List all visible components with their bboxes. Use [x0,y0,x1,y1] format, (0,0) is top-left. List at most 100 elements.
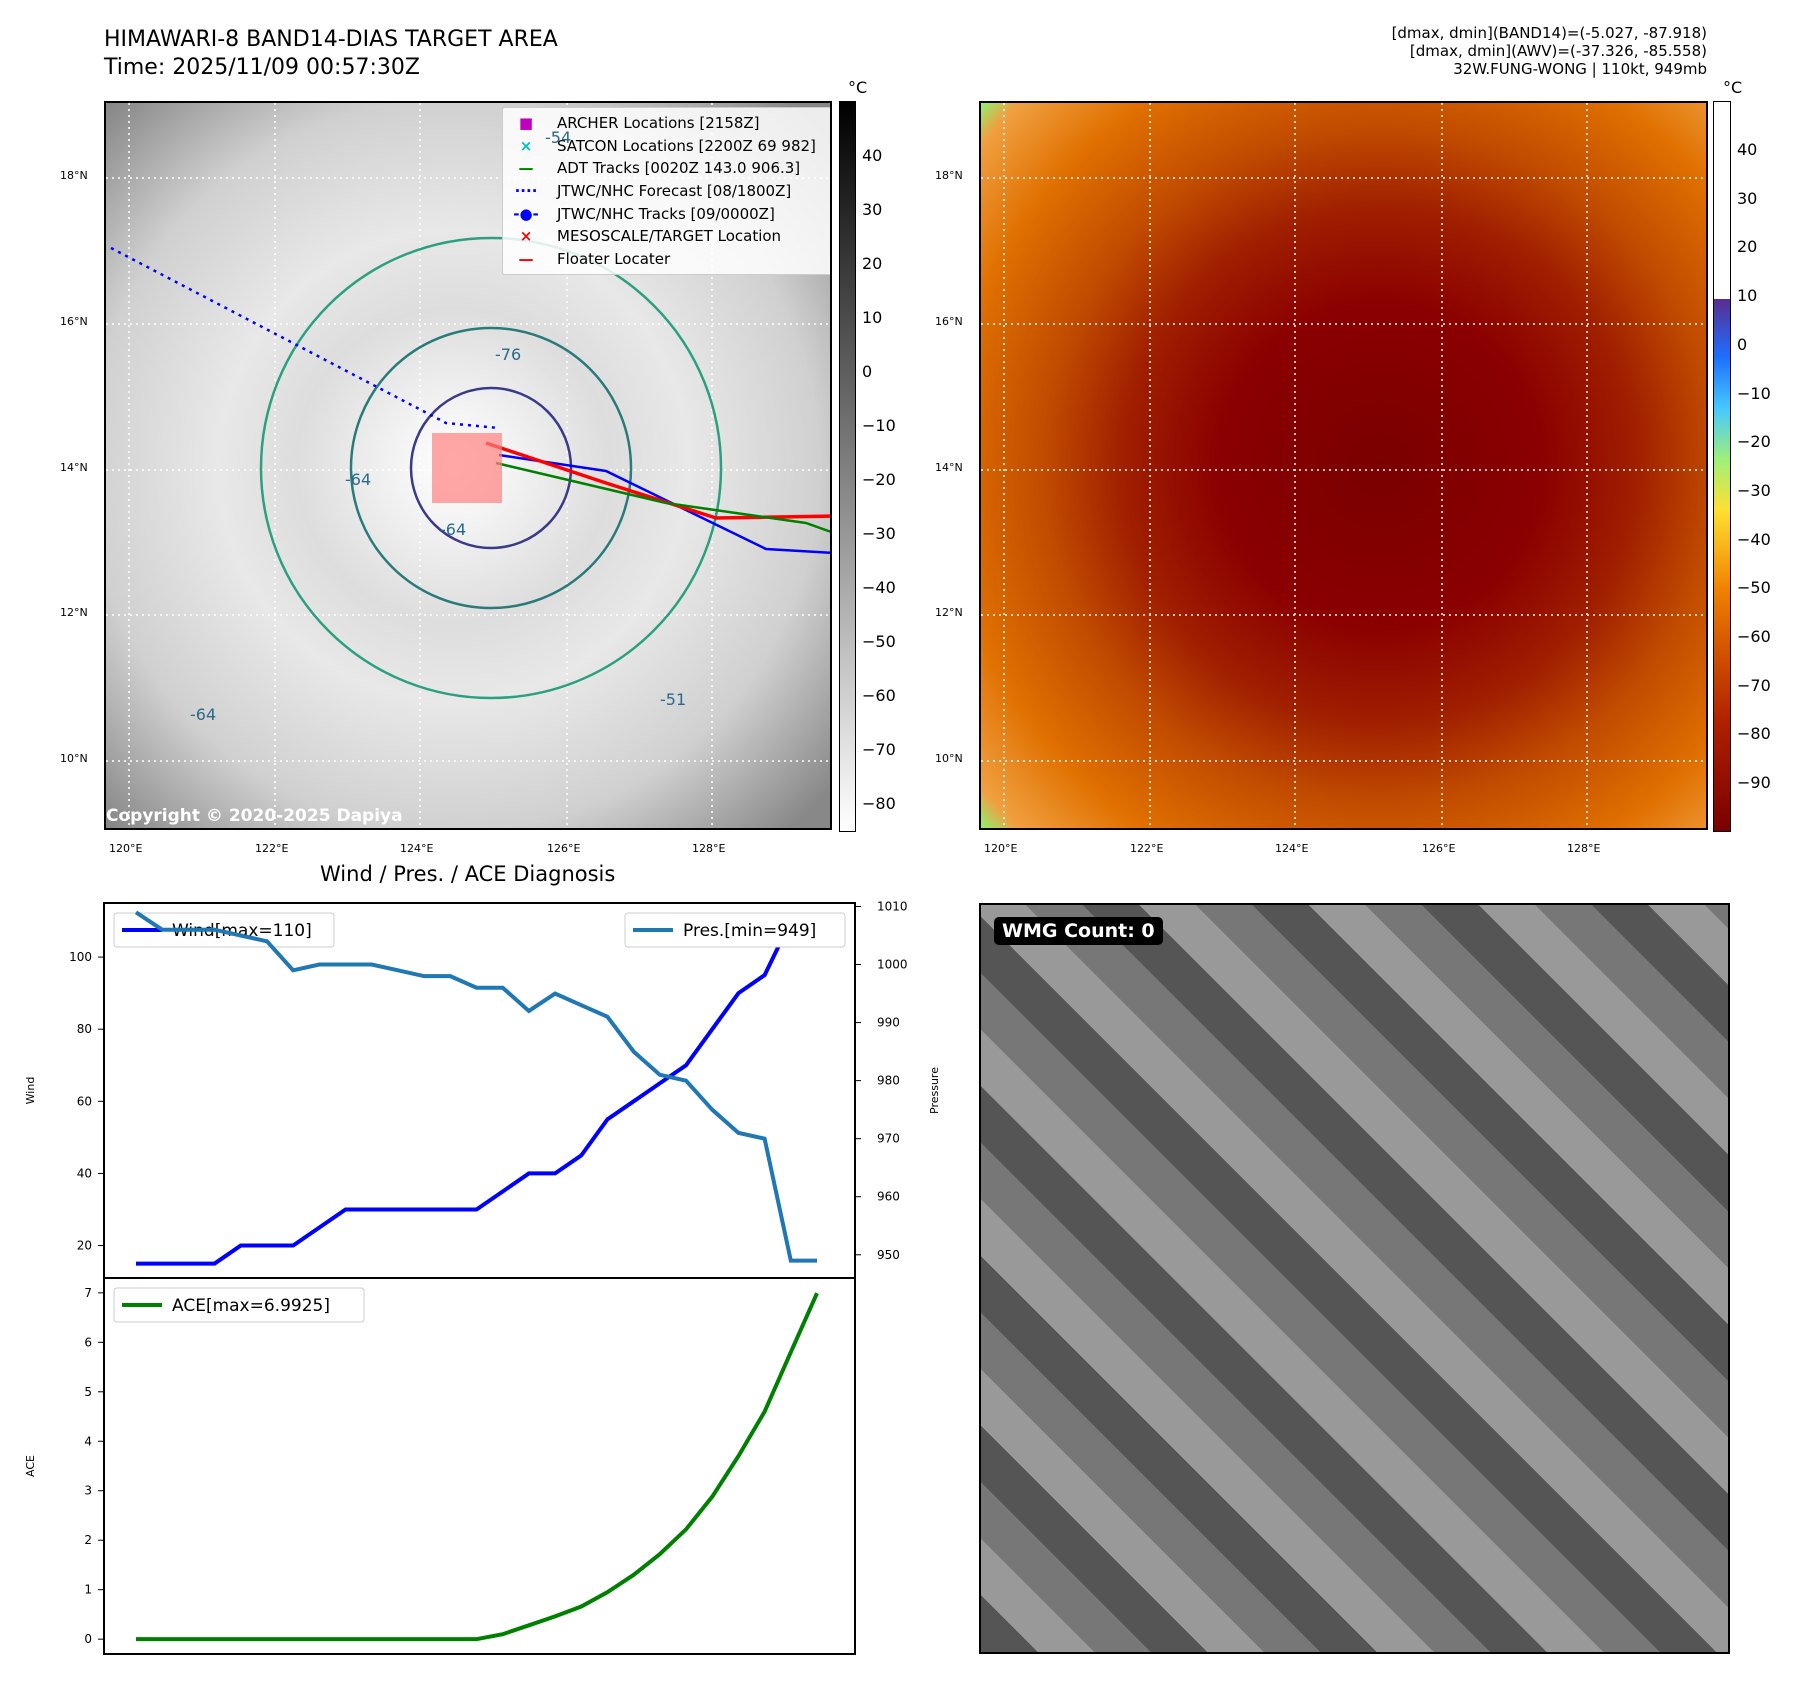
y-tick-label: 100 [69,950,92,964]
legend-label: ARCHER Locations [2158Z] [557,114,760,133]
legend-item: × MESOSCALE/TARGET Location [509,225,830,248]
colorbar-tick: 0 [862,362,873,381]
legend-label: Wind[max=110] [172,921,312,941]
lon-label: 120°E [984,842,1018,855]
storm-name-intensity: 32W.FUNG-WONG | 110kt, 949mb [1453,60,1707,78]
legend-item: ■ ARCHER Locations [2158Z] [509,112,830,135]
colorbar-tick: −90 [1737,773,1771,793]
lon-label: 124°E [400,842,434,855]
wmg-panel [979,903,1730,1654]
series-line-0 [136,1292,819,1642]
contour-label: -64 [440,520,467,539]
colorbar-unit: °C [1723,78,1743,97]
map-overlay [981,103,1706,828]
map-overlay [106,103,830,828]
colorbar-tick: −30 [862,524,896,543]
legend-marker-icon: -●- [513,204,539,223]
y-tick-label: 0 [84,1632,92,1646]
plot-frame [103,902,856,1279]
awv-range: [dmax, dmin](AWV)=(-37.326, -85.558) [1409,42,1707,60]
product-title: HIMAWARI-8 BAND14-DIAS TARGET AREA [104,27,558,52]
legend-marker-icon: × [519,136,533,155]
colorbar-tick: −70 [862,740,896,759]
contour-label: -76 [495,345,522,364]
band14-range: [dmax, dmin](BAND14)=(-5.027, -87.918) [1391,24,1707,42]
legend-marker-icon: — [518,159,534,178]
lat-label: 10°N [60,752,88,765]
lat-label: 12°N [60,606,88,619]
colorbar-left [839,101,856,832]
lon-label: 126°E [1422,842,1456,855]
contour-label: -54 [545,128,572,147]
colorbar-tick: 0 [1737,334,1748,354]
y-tick-label: 7 [84,1286,92,1300]
legend-marker-icon: × [519,227,533,246]
legend-label: SATCON Locations [2200Z 69 982] [557,136,816,155]
lon-label: 122°E [1130,842,1164,855]
y2-tick-label: 960 [877,1190,900,1204]
legend-item: -●- JTWC/NHC Tracks [09/0000Z] [509,202,830,225]
legend-label: MESOSCALE/TARGET Location [557,227,782,246]
y2-tick-label: 990 [877,1016,900,1030]
legend-marker-icon: — [518,249,534,268]
lon-label: 128°E [1567,842,1601,855]
legend-label: JTWC/NHC Tracks [09/0000Z] [557,204,775,223]
contour-label: -51 [660,690,687,709]
legend-item: × SATCON Locations [2200Z 69 982] [509,135,830,158]
y-axis-label: ACE [24,1455,37,1477]
chart-legend [624,912,846,948]
image-time: Time: 2025/11/09 00:57:30Z [104,55,420,80]
contour [259,236,723,700]
lat-label: 16°N [935,315,963,328]
colorbar-tick: −10 [862,416,896,435]
legend-label: Pres.[min=949] [683,921,816,941]
lat-label: 18°N [935,169,963,182]
colorbar-tick: −50 [1737,578,1771,598]
colorbar-tick: −40 [1737,529,1771,549]
y-tick-label: 80 [77,1022,92,1036]
y-tick-label: 60 [77,1094,92,1108]
colorbar-tick: −70 [1737,675,1771,695]
lat-label: 16°N [60,315,88,328]
y2-tick-label: 1000 [877,958,908,972]
colorbar-tick: −80 [1737,724,1771,744]
lat-label: 12°N [935,606,963,619]
enhanced-ir-map [979,101,1708,830]
colorbar-tick: 30 [862,200,883,219]
colorbar-tick: 30 [1737,188,1758,208]
colorbar-right [1713,101,1731,832]
colorbar-tick: −30 [1737,480,1771,500]
y2-axis-label: Pressure [928,1067,941,1114]
colorbar-tick: −40 [862,578,896,597]
y-tick-label: 6 [84,1335,92,1349]
colorbar-tick: 20 [862,254,883,273]
plot-frame [103,1277,856,1655]
contour [349,326,633,610]
colorbar-tick: −60 [862,686,896,705]
lon-label: 124°E [1275,842,1309,855]
lon-label: 122°E [255,842,289,855]
legend-marker-icon: ···· [514,182,538,201]
lon-label: 120°E [109,842,143,855]
legend-label: ACE[max=6.9925] [172,1296,330,1316]
jtwc-forecast-track [110,246,500,430]
colorbar-unit: °C [848,78,868,97]
colorbar-tick: 10 [862,308,883,327]
y2-tick-label: 980 [877,1074,900,1088]
lat-label: 14°N [935,461,963,474]
lat-label: 18°N [60,169,88,182]
colorbar-tick: 10 [1737,286,1758,306]
target-area [432,433,502,503]
adt-track [495,461,830,533]
y-tick-label: 1 [84,1583,92,1597]
map-legend: ■ ARCHER Locations [2158Z] × SATCON Locatio… [502,107,830,276]
colorbar-tick: 20 [1737,237,1758,257]
legend-marker-icon: ■ [518,114,534,133]
chart-legend [113,1287,365,1323]
colorbar-tick: 40 [1737,140,1758,159]
contour-label: -64 [345,470,372,489]
colorbar-tick: −20 [862,470,896,489]
y2-tick-label: 970 [877,1132,900,1146]
legend-item: — ADT Tracks [0020Z 143.0 906.3] [509,157,830,180]
